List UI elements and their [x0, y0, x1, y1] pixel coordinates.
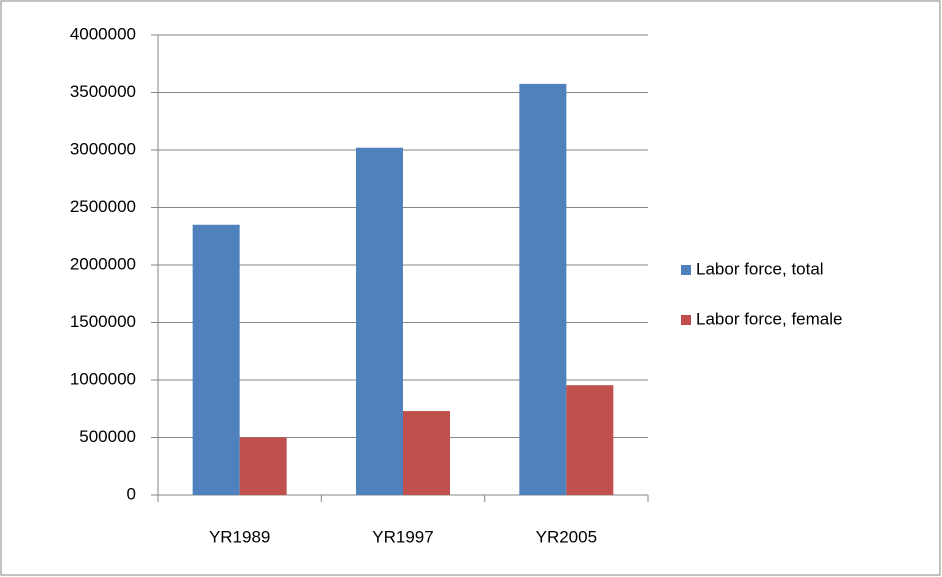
- y-tick-label: 2000000: [70, 254, 136, 273]
- bar: [356, 147, 403, 495]
- y-tick-label: 4000000: [70, 24, 136, 43]
- y-tick-label: 3500000: [70, 82, 136, 101]
- legend-label: Labor force, female: [696, 309, 842, 328]
- x-tick-label: YR1989: [209, 527, 270, 546]
- legend-swatch: [681, 265, 691, 275]
- bar: [239, 437, 287, 495]
- y-tick-label: 0: [127, 484, 136, 503]
- legend-label: Labor force, total: [696, 259, 824, 278]
- y-tick-label: 500000: [79, 427, 136, 446]
- y-tick-label: 1500000: [70, 312, 136, 331]
- x-tick-label: YR1997: [372, 527, 433, 546]
- bar: [403, 411, 450, 495]
- y-tick-label: 2500000: [70, 197, 136, 216]
- legend-swatch: [681, 315, 691, 325]
- bar: [566, 385, 614, 495]
- bar: [519, 83, 567, 495]
- y-tick-label: 3000000: [70, 139, 136, 158]
- bar: [192, 224, 240, 495]
- x-tick-label: YR2005: [536, 527, 597, 546]
- y-tick-label: 1000000: [70, 369, 136, 388]
